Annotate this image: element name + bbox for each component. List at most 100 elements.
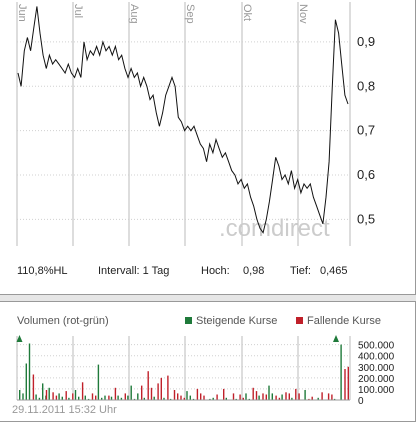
volume-bar-up-36 (137, 393, 139, 400)
volume-bar-down-32 (124, 393, 126, 400)
volume-bar-up-34 (130, 385, 132, 400)
timestamp: 29.11.2011 15:32 Uhr (12, 404, 117, 416)
volume-bar-down-88 (308, 398, 310, 400)
volume-bar-up-31 (120, 397, 123, 400)
panel-separator (0, 294, 416, 302)
volume-bars (16, 335, 350, 401)
volume-bar-up-12 (58, 393, 60, 400)
legend-down-label: Fallende Kurse (307, 315, 381, 327)
price-grid (16, 2, 351, 246)
low-label: Tief: (290, 265, 311, 277)
price-chart: Jun Jul Aug Sep Okt Nov 0,9 0,8 0,7 0,6 0,5 .comd… (16, 2, 375, 246)
volume-bar-up-7 (42, 383, 44, 400)
volume-bar-up-20 (84, 395, 86, 400)
volume-y-tick-1: 400.000 (358, 352, 395, 363)
legend-up-swatch (185, 317, 192, 324)
volume-bar-up-69 (245, 393, 247, 400)
volume-bar-up-53 (192, 398, 195, 400)
volume-bar-up-26 (104, 395, 106, 400)
volume-bar-down-92 (321, 392, 323, 401)
volume-bar-up-83 (291, 397, 293, 400)
volume-bar-up-80 (281, 394, 283, 400)
legend-up-label: Steigende Kurse (196, 315, 278, 327)
volume-bar-up-52 (189, 395, 191, 400)
high-label: Hoch: (201, 265, 230, 277)
volume-bar-down-74 (262, 393, 264, 400)
volume-bar-down-72 (255, 391, 258, 400)
hl-info: 110,8%HL (17, 265, 68, 277)
volume-title: Volumen (rot-grün) (17, 315, 109, 327)
month-label-okt: Okt (241, 4, 253, 21)
volume-bar-down-4 (32, 374, 35, 400)
volume-bar-up-30 (117, 395, 119, 400)
volume-bar-up-38 (143, 397, 145, 400)
volume-bar-up-17 (74, 390, 77, 400)
volume-bar-down-48 (177, 393, 179, 400)
volume-bar-down-43 (160, 377, 162, 400)
volume-bar-down-62 (223, 388, 225, 400)
volume-bar-down-10 (52, 392, 54, 401)
volume-bar-up-21 (87, 398, 90, 400)
volume-bar-down-22 (91, 393, 94, 400)
volume-bar-down-81 (285, 392, 287, 401)
volume-bar-up-96 (333, 398, 336, 400)
low-value: 0,465 (320, 265, 348, 277)
legend-up: Steigende Kurse (185, 315, 277, 327)
volume-bar-up-51 (186, 391, 188, 400)
volume-bar-down-16 (72, 393, 74, 400)
volume-bar-up-28 (110, 396, 113, 400)
volume-bar-down-60 (216, 394, 218, 400)
volume-bar-up-6 (38, 397, 41, 400)
volume-bar-up-73 (258, 395, 260, 400)
comdirect-watermark: .comdirect (219, 215, 330, 242)
price-y-tick-3: 0,6 (357, 167, 375, 182)
price-y-tick-1: 0,8 (357, 78, 375, 93)
volume-bar-down-89 (311, 396, 313, 400)
volume-bar-down-14 (65, 391, 67, 400)
volume-bar-down-11 (55, 395, 58, 400)
volume-bar-up-2 (25, 363, 27, 400)
volume-bar-down-94 (327, 393, 330, 400)
volume-bar-up-70 (248, 398, 250, 400)
volume-y-tick-2: 300.000 (358, 363, 395, 374)
volume-bar-down-19 (81, 382, 84, 400)
volume-bar-up-59 (212, 397, 214, 400)
volume-bar-down-8 (45, 390, 48, 400)
volume-y-tick-5: 0 (358, 396, 364, 404)
volume-bar-down-85 (298, 393, 300, 400)
month-label-jun: Jun (16, 4, 28, 22)
price-y-tick-0: 0,9 (357, 34, 375, 49)
price-y-tick-2: 0,7 (357, 123, 375, 138)
volume-bar-down-100 (347, 366, 349, 400)
volume-bar-down-40 (150, 387, 153, 400)
price-y-tick-4: 0,5 (357, 211, 375, 226)
volume-bar-down-99 (344, 369, 346, 400)
volume-bar-down-56 (203, 395, 205, 400)
volume-bar-down-27 (108, 395, 110, 400)
volume-grid (16, 336, 351, 401)
volume-bar-down-29 (114, 387, 117, 400)
volume-bar-down-49 (180, 395, 182, 400)
volume-y-tick-0: 500.000 (358, 341, 395, 352)
month-label-nov: Nov (297, 4, 309, 24)
volume-bar-down-55 (200, 393, 202, 400)
volume-bar-up-44 (163, 397, 165, 400)
volume-bar-down-78 (275, 395, 277, 400)
volume-bar-down-84 (295, 388, 297, 400)
price-line (17, 6, 349, 234)
volume-bar-up-98 (340, 344, 342, 400)
volume-bar-down-95 (331, 394, 333, 400)
volume-overflow-arrow-right (333, 335, 339, 342)
volume-bar-up-35 (133, 398, 136, 400)
volume-bar-down-47 (173, 390, 176, 400)
volume-bar-up-77 (271, 393, 273, 400)
volume-overflow-arrow-left (16, 335, 23, 342)
volume-bar-down-71 (252, 387, 254, 400)
volume-bar-down-45 (167, 375, 169, 400)
volume-bar-up-15 (68, 397, 70, 400)
volume-bar-up-46 (169, 398, 172, 400)
volume-y-tick-3: 200.000 (358, 374, 395, 385)
volume-bar-up-33 (127, 395, 129, 400)
